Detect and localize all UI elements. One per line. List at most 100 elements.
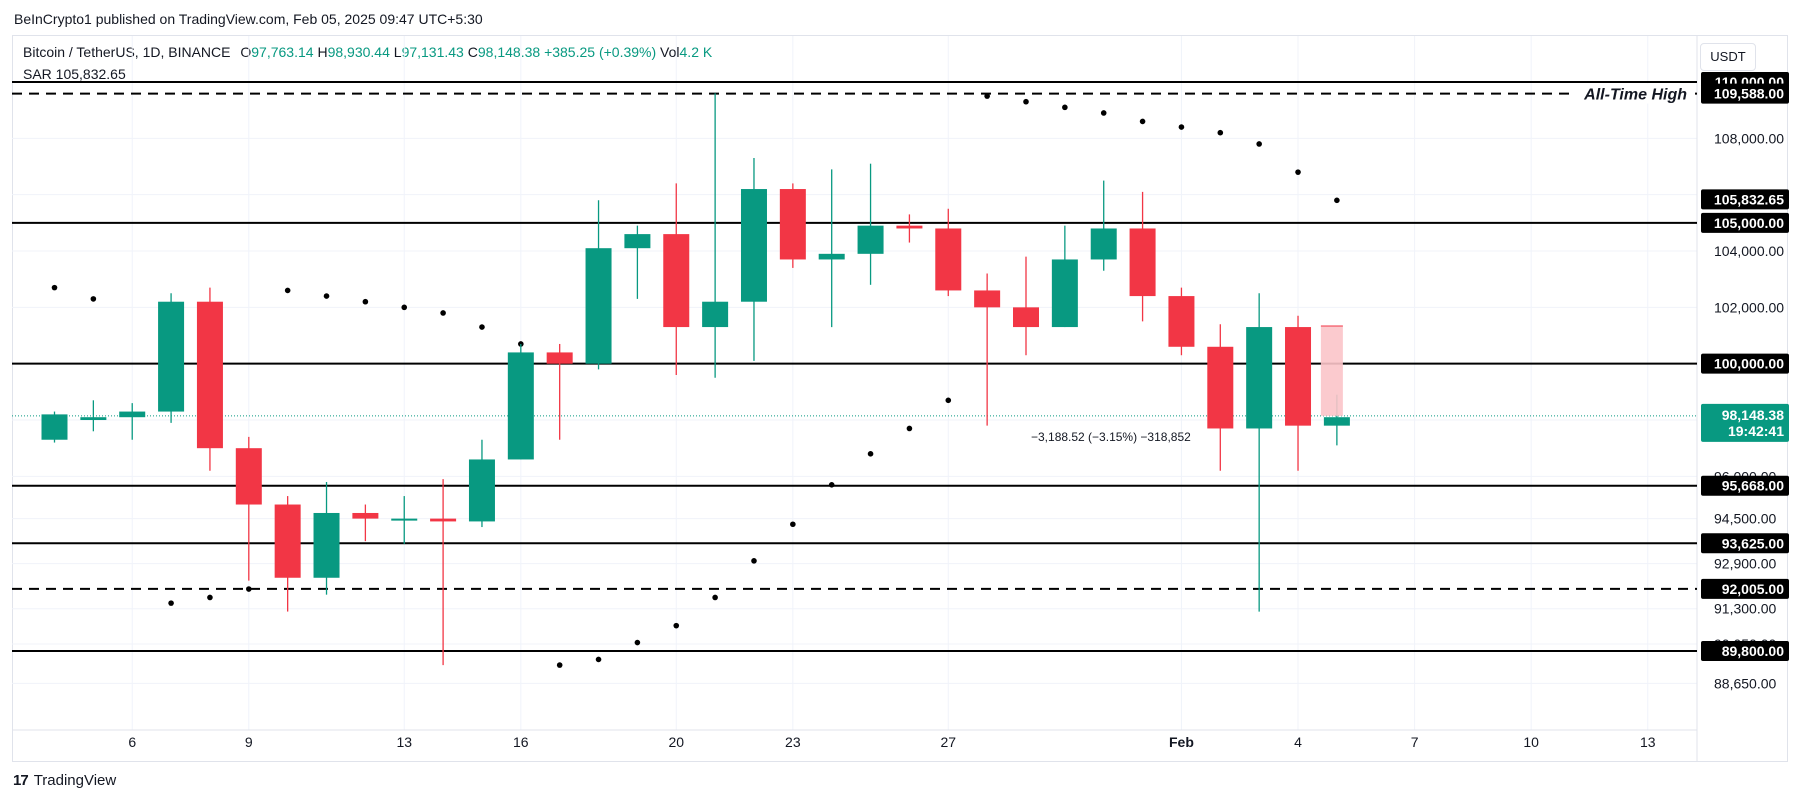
candle-down[interactable]	[935, 228, 962, 291]
candle-up[interactable]	[740, 189, 767, 302]
price-level-tag[interactable]	[1701, 83, 1789, 104]
measure-readout: −3,188.52 (−3.15%) −318,852	[1031, 430, 1191, 444]
ohlc-legend: Bitcoin / TetherUS, 1D, BINANCE O97,763.…	[23, 44, 712, 60]
candle-up[interactable]	[41, 414, 68, 440]
candle-up[interactable]	[1323, 417, 1350, 426]
candle-down[interactable]	[1285, 327, 1312, 426]
currency-selector[interactable]: USDT	[1700, 43, 1756, 71]
candle-up[interactable]	[857, 225, 884, 254]
sar-dot	[1217, 129, 1224, 136]
sar-dot	[634, 639, 641, 646]
low-label: L	[393, 44, 402, 60]
candle-up[interactable]	[313, 512, 340, 578]
sar-dot	[712, 594, 718, 601]
price-level-tag[interactable]	[1701, 533, 1789, 554]
change-value: +385.25 (+0.39%)	[544, 44, 657, 60]
candle-up[interactable]	[702, 301, 729, 328]
sar-dot	[1256, 141, 1262, 147]
price-level-tag-label: 92,005.00	[1722, 581, 1784, 597]
price-level-tag-label: 93,625.00	[1722, 535, 1784, 551]
candle-down[interactable]	[352, 512, 379, 519]
price-level-tag[interactable]	[1701, 353, 1789, 374]
candle-down[interactable]	[974, 290, 1001, 308]
all-time-high-annotation: All-Time High	[1583, 87, 1687, 104]
candle-up[interactable]	[158, 301, 185, 412]
sar-dot	[362, 298, 369, 305]
sar-dot	[556, 662, 563, 668]
x-tick-label: 20	[668, 734, 684, 750]
price-level-tag[interactable]	[1701, 189, 1789, 210]
price-level-tag-label: 109,588.00	[1714, 86, 1784, 102]
candle-up[interactable]	[585, 248, 612, 364]
volume-value: 4.2 K	[679, 44, 713, 60]
candle-up[interactable]	[391, 518, 418, 521]
sar-dot	[284, 287, 291, 294]
price-level-tag[interactable]	[1701, 475, 1789, 496]
price-level-tag-label: 105,832.65	[1714, 191, 1784, 207]
sar-dot	[51, 284, 58, 291]
candle-down[interactable]	[1168, 296, 1195, 347]
volume-label: Vol	[660, 44, 680, 60]
candle-down[interactable]	[896, 225, 923, 229]
candle-down[interactable]	[1207, 346, 1234, 429]
candle-up[interactable]	[1246, 327, 1273, 429]
price-level-tag[interactable]	[1701, 578, 1789, 599]
candle-up[interactable]	[507, 352, 534, 460]
current-price-tag[interactable]	[1701, 403, 1789, 442]
sar-dot	[1139, 118, 1146, 125]
candle-down[interactable]	[1013, 307, 1039, 328]
price-level-tag[interactable]	[1701, 641, 1789, 661]
high-value: 98,930.44	[327, 44, 390, 60]
measure-projection-box[interactable]	[1320, 326, 1343, 416]
sar-dot	[906, 425, 913, 432]
sar-dot	[984, 93, 990, 99]
x-tick-label: 13	[396, 734, 412, 750]
sar-dot	[1295, 169, 1301, 175]
candle-up[interactable]	[119, 411, 146, 418]
tradingview-brand: TradingView	[33, 772, 117, 789]
price-level-tag-label: 105,000.00	[1714, 215, 1784, 231]
price-level-tag[interactable]	[1701, 212, 1789, 233]
symbol-title[interactable]: Bitcoin / TetherUS, 1D, BINANCE	[23, 44, 231, 60]
sar-dot	[1178, 124, 1185, 130]
open-label: O	[240, 44, 252, 60]
x-tick-label: 23	[785, 734, 801, 750]
candle-down[interactable]	[196, 301, 223, 449]
candle-up[interactable]	[1090, 228, 1117, 260]
candle-down[interactable]	[663, 234, 690, 328]
y-tick-label: 108,000.00	[1714, 130, 1784, 146]
candle-up[interactable]	[818, 253, 845, 260]
sar-dot	[479, 324, 485, 330]
price-level-tag-label: 95,668.00	[1722, 478, 1784, 494]
candle-down[interactable]	[430, 518, 457, 522]
bar-countdown: 19:42:41	[1728, 423, 1784, 439]
y-tick-label: 94,500.00	[1714, 511, 1776, 527]
tradingview-footer[interactable]: 17 TradingView	[13, 772, 116, 789]
ath-label-background	[1575, 83, 1693, 104]
x-tick-label: 16	[513, 734, 529, 750]
low-value: 97,131.43	[401, 44, 464, 60]
sar-dot	[673, 622, 680, 629]
candle-up[interactable]	[624, 234, 651, 249]
candle-down[interactable]	[1129, 228, 1156, 297]
x-tick-label: 4	[1294, 734, 1302, 750]
candle-up[interactable]	[1051, 259, 1078, 328]
x-tick-label: 13	[1640, 734, 1656, 750]
x-tick-label: 7	[1411, 734, 1419, 750]
sar-dot	[595, 656, 602, 663]
x-tick-label: Feb	[1169, 734, 1194, 750]
sar-dot	[828, 482, 835, 488]
x-tick-label: 10	[1523, 734, 1539, 750]
candle-up[interactable]	[80, 417, 107, 421]
current-price-value: 98,148.38	[1722, 407, 1784, 423]
sar-indicator-legend[interactable]: SAR 105,832.65	[23, 66, 126, 82]
open-value: 97,763.14	[251, 44, 314, 60]
candle-up[interactable]	[468, 459, 495, 522]
candle-down[interactable]	[779, 189, 806, 260]
candle-down[interactable]	[274, 504, 301, 578]
tradingview-logo-icon: 17	[13, 772, 29, 789]
y-tick-label: 104,000.00	[1714, 243, 1784, 259]
candle-down[interactable]	[235, 448, 262, 505]
candle-down[interactable]	[546, 352, 573, 364]
